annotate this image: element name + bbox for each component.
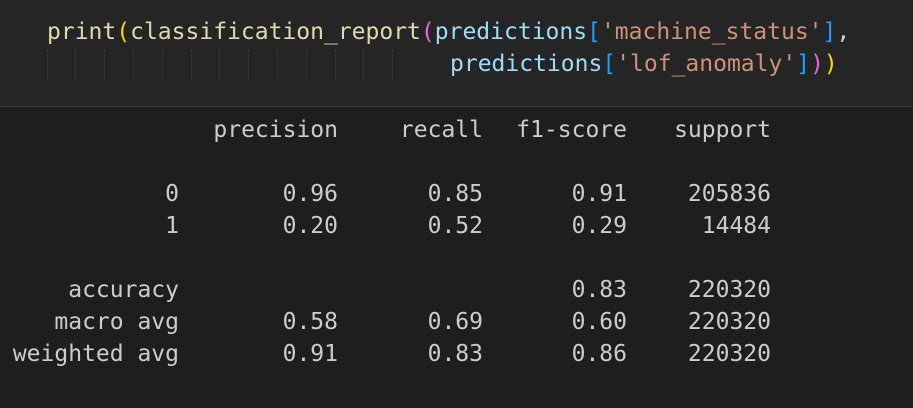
indent-guide xyxy=(306,50,307,80)
indent-guide xyxy=(363,50,364,80)
token-paren-outer-open: ( xyxy=(116,19,131,45)
row-precision: 0.20 xyxy=(282,213,338,239)
row-label: macro avg xyxy=(54,309,179,335)
token-bracket-open-2: [ xyxy=(602,51,617,77)
token-paren-outer-close: ) xyxy=(823,51,838,77)
indent-guide xyxy=(47,50,48,80)
report-header-row: precision recall f1-score support xyxy=(0,114,913,146)
row-label: weighted avg xyxy=(12,341,179,367)
token-classification-report: classification_report xyxy=(130,19,421,45)
token-bracket-open-1: [ xyxy=(587,19,601,45)
header-f1-score: f1-score xyxy=(516,117,627,143)
token-string-machine-status: 'machine_status' xyxy=(600,19,823,45)
row-support: 220320 xyxy=(687,277,771,303)
indent-guide xyxy=(75,50,76,80)
indent-guide xyxy=(335,50,336,80)
token-paren-inner-close: ) xyxy=(810,51,824,77)
indent-guide xyxy=(219,50,220,80)
code-line-2[interactable]: predictions['lof_anomaly'])) xyxy=(450,48,838,80)
indent-guide xyxy=(191,50,192,80)
row-recall: 0.52 xyxy=(427,213,483,239)
report-row-weighted-avg: weighted avg 0.91 0.83 0.86 220320 xyxy=(0,338,913,370)
indent-guides xyxy=(47,50,427,80)
report-row-accuracy: accuracy 0.83 220320 xyxy=(0,274,913,306)
header-precision: precision xyxy=(213,117,338,143)
row-precision: 0.91 xyxy=(282,341,338,367)
row-label: 0 xyxy=(165,181,179,207)
indent-guide xyxy=(277,50,278,80)
indent-guide xyxy=(104,50,105,80)
token-predictions-1: predictions xyxy=(434,19,588,45)
row-support: 14484 xyxy=(701,213,771,239)
report-row-macro-avg: macro avg 0.58 0.69 0.60 220320 xyxy=(0,306,913,338)
row-support: 220320 xyxy=(687,309,771,335)
token-predictions-2: predictions xyxy=(450,51,603,77)
token-comma: , xyxy=(836,19,851,45)
row-f1: 0.91 xyxy=(571,181,627,207)
indent-guide xyxy=(248,50,249,80)
token-string-lof-anomaly: 'lof_anomaly' xyxy=(616,51,797,77)
row-label: accuracy xyxy=(68,277,179,303)
row-support: 205836 xyxy=(687,181,771,207)
token-print: print xyxy=(47,19,117,45)
row-precision: 0.58 xyxy=(282,309,338,335)
token-paren-inner-open: ( xyxy=(420,19,435,45)
header-support: support xyxy=(674,117,771,143)
row-f1: 0.60 xyxy=(571,309,627,335)
row-recall: 0.83 xyxy=(427,341,483,367)
row-recall: 0.85 xyxy=(427,181,483,207)
report-row-class-0: 0 0.96 0.85 0.91 205836 xyxy=(0,178,913,210)
header-recall: recall xyxy=(399,117,483,143)
row-f1: 0.86 xyxy=(571,341,627,367)
indent-guide xyxy=(162,50,163,80)
indent-guide xyxy=(392,50,393,80)
row-support: 220320 xyxy=(687,341,771,367)
row-precision: 0.96 xyxy=(282,181,338,207)
code-cell[interactable]: print(classification_report(predictions[… xyxy=(0,0,913,107)
report-row-class-1: 1 0.20 0.52 0.29 14484 xyxy=(0,210,913,242)
code-line-1[interactable]: print(classification_report(predictions[… xyxy=(47,16,850,48)
row-label: 1 xyxy=(165,213,179,239)
row-f1: 0.83 xyxy=(571,277,627,303)
token-bracket-close-1: ] xyxy=(822,19,837,45)
indent-guide xyxy=(133,50,134,80)
token-bracket-close-2: ] xyxy=(796,51,811,77)
row-recall: 0.69 xyxy=(427,309,483,335)
row-f1: 0.29 xyxy=(571,213,627,239)
